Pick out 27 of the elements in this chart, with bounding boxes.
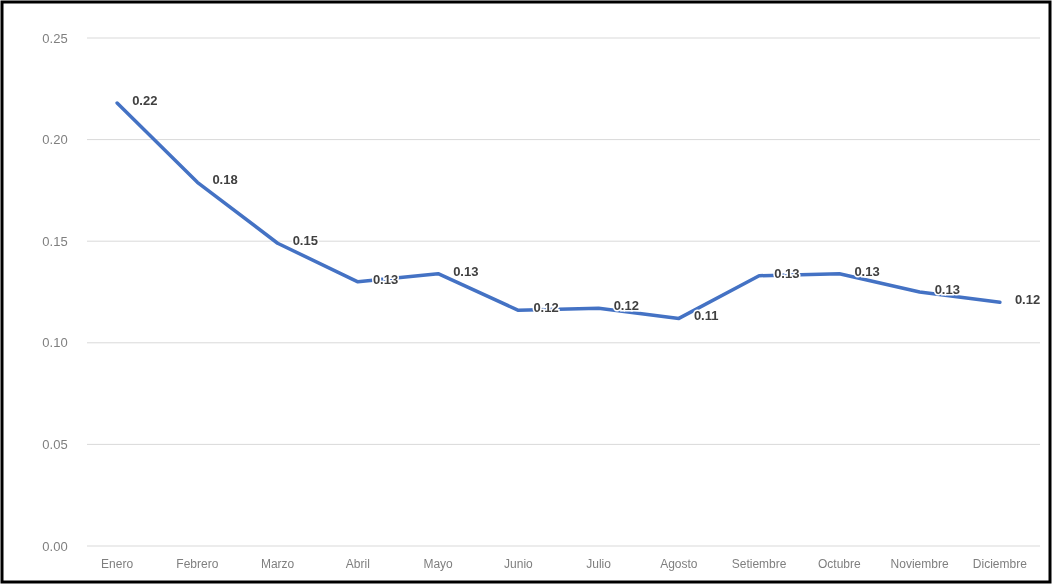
x-tick-label: Setiembre (731, 557, 787, 571)
data-label: 0.12 (1014, 292, 1041, 308)
x-tick-label: Febrero (176, 557, 219, 571)
x-tick-label: Julio (586, 557, 612, 571)
y-tick-label: 0.25 (42, 30, 68, 46)
x-tick-label: Marzo (260, 557, 295, 571)
data-label: 0.22 (132, 93, 158, 109)
data-label: 0.18 (212, 172, 238, 188)
data-label: 0.11 (693, 308, 719, 324)
x-tick-label: Octubre (818, 557, 862, 571)
data-label: 0.13 (453, 263, 479, 279)
data-label: 0.12 (613, 298, 639, 314)
y-tick-label: 0.00 (42, 538, 68, 554)
y-tick-label: 0.15 (42, 233, 68, 249)
x-tick-label: Mayo (423, 557, 454, 571)
y-tick-label: 0.10 (42, 335, 68, 351)
data-label: 0.15 (292, 233, 318, 249)
x-tick-label: Enero (101, 557, 134, 571)
x-tick-label: Diciembre (972, 557, 1028, 571)
x-tick-label: Abril (345, 557, 370, 571)
x-tick-label: Agosto (660, 557, 698, 571)
y-tick-label: 0.20 (42, 132, 68, 148)
data-label: 0.13 (854, 263, 880, 279)
data-label: 0.13 (934, 282, 960, 297)
x-tick-label: Junio (504, 557, 534, 571)
y-tick-label: 0.05 (42, 436, 68, 452)
x-tick-label: Noviembre (890, 557, 949, 571)
